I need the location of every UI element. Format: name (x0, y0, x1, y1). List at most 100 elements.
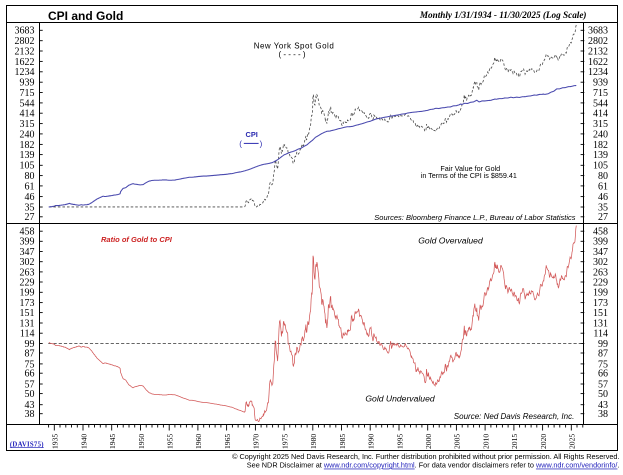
svg-text:199: 199 (20, 288, 35, 299)
svg-text:939: 939 (593, 78, 608, 89)
svg-text:414: 414 (593, 109, 608, 120)
svg-text:2000: 2000 (424, 434, 433, 449)
svg-text:347: 347 (20, 247, 35, 258)
svg-text:544: 544 (593, 98, 608, 109)
svg-text:Gold Undervalued: Gold Undervalued (365, 394, 434, 404)
svg-text:2020: 2020 (539, 434, 548, 449)
svg-text:1980: 1980 (309, 434, 318, 449)
svg-text:50: 50 (598, 389, 608, 400)
svg-text:57: 57 (598, 379, 608, 390)
svg-text:© Copyright 2025 Ned Davis Res: © Copyright 2025 Ned Davis Research, Inc… (232, 452, 619, 461)
svg-text:229: 229 (20, 277, 35, 288)
svg-text:182: 182 (20, 140, 35, 151)
svg-text:35: 35 (25, 202, 35, 213)
svg-text:35: 35 (598, 202, 608, 213)
svg-text:): ) (260, 139, 263, 148)
svg-text:182: 182 (593, 140, 608, 151)
svg-text:2802: 2802 (588, 36, 608, 47)
svg-text:57: 57 (25, 379, 35, 390)
svg-text:229: 229 (593, 277, 608, 288)
svg-text:2010: 2010 (481, 434, 490, 449)
svg-text:New York Spot Gold: New York Spot Gold (254, 41, 335, 50)
svg-text:173: 173 (20, 298, 35, 309)
svg-text:1955: 1955 (166, 434, 175, 449)
svg-text:2802: 2802 (15, 36, 35, 47)
svg-text:46: 46 (598, 192, 608, 203)
svg-text:See NDR Disclaimer at www.ndr.: See NDR Disclaimer at www.ndr.com/copyri… (247, 461, 620, 470)
svg-text:939: 939 (20, 78, 35, 89)
svg-text:263: 263 (20, 267, 35, 278)
svg-text:114: 114 (593, 329, 608, 340)
svg-text:(: ( (239, 139, 242, 148)
svg-text:458: 458 (593, 227, 608, 238)
svg-text:87: 87 (25, 348, 35, 359)
svg-text:66: 66 (598, 369, 608, 380)
svg-text:Source: Ned Davis Research, In: Source: Ned Davis Research, Inc. (454, 412, 575, 421)
svg-text:50: 50 (25, 389, 35, 400)
svg-text:46: 46 (25, 192, 35, 203)
svg-text:Fair Value for Gold: Fair Value for Gold (440, 164, 500, 173)
svg-text:66: 66 (25, 369, 35, 380)
svg-text:151: 151 (593, 308, 608, 319)
svg-text:3683: 3683 (15, 26, 35, 37)
svg-text:27: 27 (25, 212, 35, 223)
svg-text:131: 131 (593, 318, 608, 329)
svg-text:414: 414 (20, 109, 35, 120)
svg-text:75: 75 (598, 359, 608, 370)
svg-text:1940: 1940 (79, 434, 88, 449)
svg-text:CPI and Gold: CPI and Gold (48, 9, 123, 23)
svg-text:Gold Overvalued: Gold Overvalued (418, 236, 483, 246)
svg-text:1234: 1234 (15, 67, 35, 78)
svg-text:2005: 2005 (453, 434, 462, 449)
svg-text:1234: 1234 (588, 67, 608, 78)
svg-text:1945: 1945 (108, 434, 117, 449)
svg-text:458: 458 (20, 227, 35, 238)
svg-text:399: 399 (593, 237, 608, 248)
svg-text:114: 114 (20, 329, 35, 340)
svg-text:3683: 3683 (588, 26, 608, 37)
svg-text:99: 99 (598, 339, 608, 350)
svg-text:1990: 1990 (367, 434, 376, 449)
svg-text:80: 80 (598, 171, 608, 182)
svg-text:43: 43 (598, 400, 608, 411)
svg-text:302: 302 (593, 257, 608, 268)
svg-text:1935: 1935 (51, 434, 60, 449)
svg-text:131: 131 (20, 318, 35, 329)
svg-text:544: 544 (20, 98, 35, 109)
svg-text:240: 240 (20, 129, 35, 140)
svg-text:1975: 1975 (280, 434, 289, 449)
svg-text:43: 43 (25, 400, 35, 411)
svg-text:240: 240 (593, 129, 608, 140)
svg-text:27: 27 (598, 212, 608, 223)
svg-text:38: 38 (25, 409, 35, 420)
svg-text:347: 347 (593, 247, 608, 258)
svg-text:173: 173 (593, 298, 608, 309)
svg-text:80: 80 (25, 171, 35, 182)
svg-text:Monthly 1/31/1934 - 11/30/2025: Monthly 1/31/1934 - 11/30/2025 (Log Scal… (419, 10, 587, 20)
svg-text:139: 139 (20, 150, 35, 161)
svg-text:(DAVIS75): (DAVIS75) (10, 441, 44, 448)
svg-text:2025: 2025 (568, 434, 577, 449)
svg-text:302: 302 (20, 257, 35, 268)
svg-text:Sources: Bloomberg Finance L.P: Sources: Bloomberg Finance L.P., Bureau … (374, 213, 575, 222)
svg-text:1950: 1950 (137, 434, 146, 449)
svg-text:61: 61 (598, 181, 608, 192)
svg-text:105: 105 (20, 161, 35, 172)
svg-text:263: 263 (593, 267, 608, 278)
svg-text:399: 399 (20, 237, 35, 248)
svg-text:315: 315 (593, 119, 608, 130)
svg-text:75: 75 (25, 359, 35, 370)
svg-text:2015: 2015 (510, 434, 519, 449)
svg-text:151: 151 (20, 308, 35, 319)
svg-text:199: 199 (593, 288, 608, 299)
svg-text:99: 99 (25, 339, 35, 350)
svg-text:1622: 1622 (15, 57, 35, 68)
svg-text:1970: 1970 (252, 434, 261, 449)
svg-text:1985: 1985 (338, 434, 347, 449)
svg-text:105: 105 (593, 161, 608, 172)
svg-text:38: 38 (598, 409, 608, 420)
svg-text:715: 715 (593, 88, 608, 99)
svg-text:139: 139 (593, 150, 608, 161)
svg-text:2132: 2132 (588, 46, 608, 57)
svg-text:CPI: CPI (246, 130, 258, 139)
